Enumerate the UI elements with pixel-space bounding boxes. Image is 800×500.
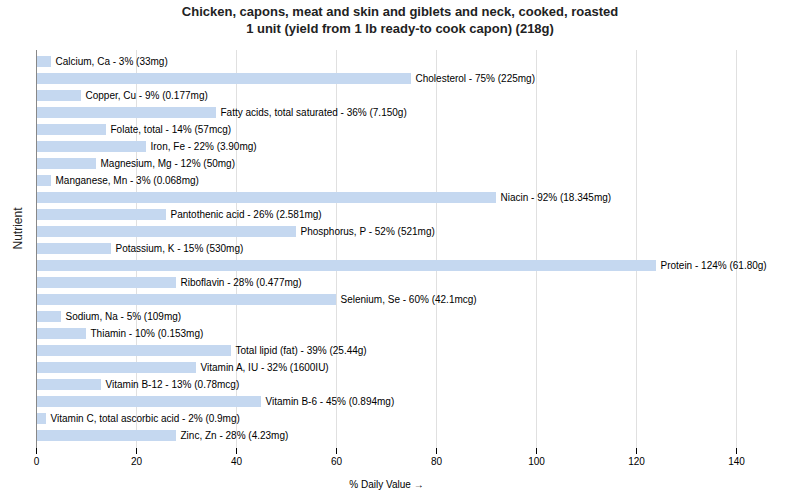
svg-text:Folate, total - 14% (57mcg): Folate, total - 14% (57mcg)	[111, 124, 232, 135]
svg-text:Vitamin A, IU - 32% (1600IU): Vitamin A, IU - 32% (1600IU)	[201, 362, 329, 373]
svg-text:Protein - 124% (61.80g): Protein - 124% (61.80g)	[661, 260, 767, 271]
svg-text:Cholesterol - 75% (225mg): Cholesterol - 75% (225mg)	[416, 73, 536, 84]
svg-text:Fatty acids, total saturated -: Fatty acids, total saturated - 36% (7.15…	[221, 107, 407, 118]
svg-text:100: 100	[528, 455, 545, 466]
svg-text:Phosphorus, P - 52% (521mg): Phosphorus, P - 52% (521mg)	[301, 226, 435, 237]
svg-text:Vitamin B-6 - 45% (0.894mg): Vitamin B-6 - 45% (0.894mg)	[266, 396, 395, 407]
svg-text:Potassium, K - 15% (530mg): Potassium, K - 15% (530mg)	[116, 243, 244, 254]
svg-text:120: 120	[628, 455, 645, 466]
svg-text:Iron, Fe - 22% (3.90mg): Iron, Fe - 22% (3.90mg)	[151, 141, 257, 152]
svg-text:% Daily Value →: % Daily Value →	[349, 478, 423, 489]
svg-text:Vitamin B-12 - 13% (0.78mcg): Vitamin B-12 - 13% (0.78mcg)	[106, 379, 240, 390]
svg-text:Magnesium, Mg - 12% (50mg): Magnesium, Mg - 12% (50mg)	[101, 158, 236, 169]
svg-text:Thiamin - 10% (0.153mg): Thiamin - 10% (0.153mg)	[91, 328, 204, 339]
svg-text:40: 40	[231, 455, 243, 466]
html-text:Chicken, capons, meat and skin: Chicken, capons, meat and skin and gible…	[181, 4, 619, 36]
svg-text:80: 80	[431, 455, 443, 466]
svg-text:Vitamin C, total ascorbic acid: Vitamin C, total ascorbic acid - 2% (0.9…	[51, 413, 240, 424]
svg-text:Riboflavin - 28% (0.477mg): Riboflavin - 28% (0.477mg)	[181, 277, 302, 288]
svg-text:0: 0	[34, 455, 40, 466]
svg-text:Calcium, Ca - 3% (33mg): Calcium, Ca - 3% (33mg)	[56, 56, 168, 67]
svg-text:Total lipid (fat) - 39% (25.44: Total lipid (fat) - 39% (25.44g)	[236, 345, 367, 356]
svg-text:140: 140	[728, 455, 745, 466]
svg-text:Selenium, Se - 60% (42.1mcg): Selenium, Se - 60% (42.1mcg)	[341, 294, 477, 305]
svg-text:Sodium, Na - 5% (109mg): Sodium, Na - 5% (109mg)	[66, 311, 182, 322]
svg-text:Niacin - 92% (18.345mg): Niacin - 92% (18.345mg)	[501, 192, 612, 203]
svg-text:Pantothenic acid - 26% (2.581m: Pantothenic acid - 26% (2.581mg)	[171, 209, 322, 220]
svg-text:Copper, Cu - 9% (0.177mg): Copper, Cu - 9% (0.177mg)	[86, 90, 208, 101]
svg-text:Zinc, Zn - 28% (4.23mg): Zinc, Zn - 28% (4.23mg)	[181, 430, 289, 441]
svg-text:Nutrient: Nutrient	[11, 207, 25, 250]
svg-text:20: 20	[131, 455, 143, 466]
svg-text:60: 60	[331, 455, 343, 466]
svg-text:Manganese, Mn - 3% (0.068mg): Manganese, Mn - 3% (0.068mg)	[56, 175, 199, 186]
